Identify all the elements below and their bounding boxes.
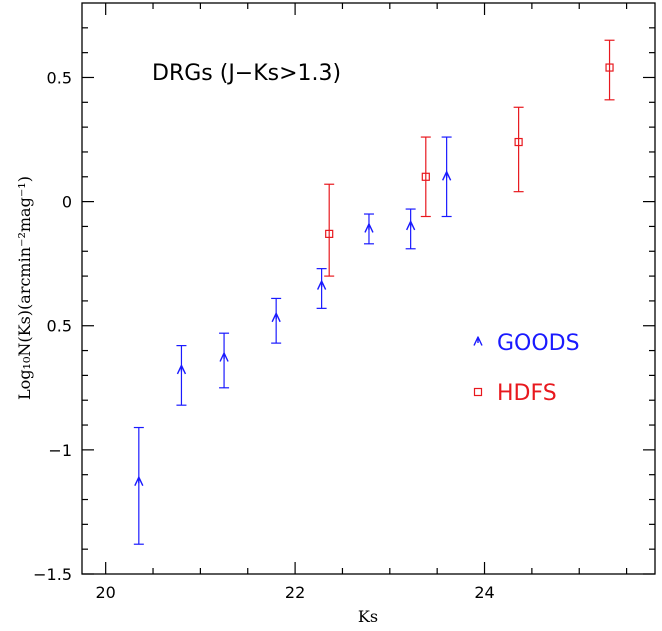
data-marks — [133, 39, 615, 545]
square-marker — [421, 172, 430, 181]
triangle-marker — [316, 280, 327, 290]
x-axis-label: Ks — [358, 607, 378, 626]
triangle-marker — [219, 352, 229, 362]
y-axis-label: Log₁₀N(Ks)(arcmin⁻²mag⁻¹) — [15, 176, 34, 400]
triangle-marker — [442, 171, 452, 181]
square-marker — [514, 137, 523, 147]
legend-entry-label: HDFS — [497, 381, 557, 406]
y-tick-label: 0 — [62, 193, 72, 212]
triangle-marker — [364, 223, 374, 233]
triangle-marker — [176, 364, 187, 375]
plot-frame — [81, 2, 656, 575]
axis-ticks — [82, 3, 655, 575]
square-marker — [325, 229, 334, 238]
square-marker — [605, 63, 614, 72]
triangle-marker — [473, 336, 483, 346]
chart-title: DRGs (J−Ks>1.3) — [152, 61, 341, 86]
triangle-marker — [134, 476, 144, 486]
x-tick-label: 24 — [474, 583, 494, 602]
y-tick-label: 0.5 — [47, 317, 72, 336]
square-marker — [473, 387, 483, 397]
legend: GOODS HDFS — [473, 331, 580, 406]
x-tick-label: 20 — [95, 583, 115, 602]
axis-tick-labels: 20 22 24 −1.5 −1 0.5 0 0.5 — [33, 68, 495, 602]
y-tick-label: 0.5 — [47, 68, 72, 87]
triangle-marker — [406, 220, 416, 231]
x-tick-label: 22 — [285, 583, 305, 602]
y-tick-label: −1 — [48, 441, 72, 460]
legend-entry-label: GOODS — [497, 331, 580, 356]
y-tick-label: −1.5 — [33, 565, 72, 584]
triangle-marker — [271, 312, 281, 323]
